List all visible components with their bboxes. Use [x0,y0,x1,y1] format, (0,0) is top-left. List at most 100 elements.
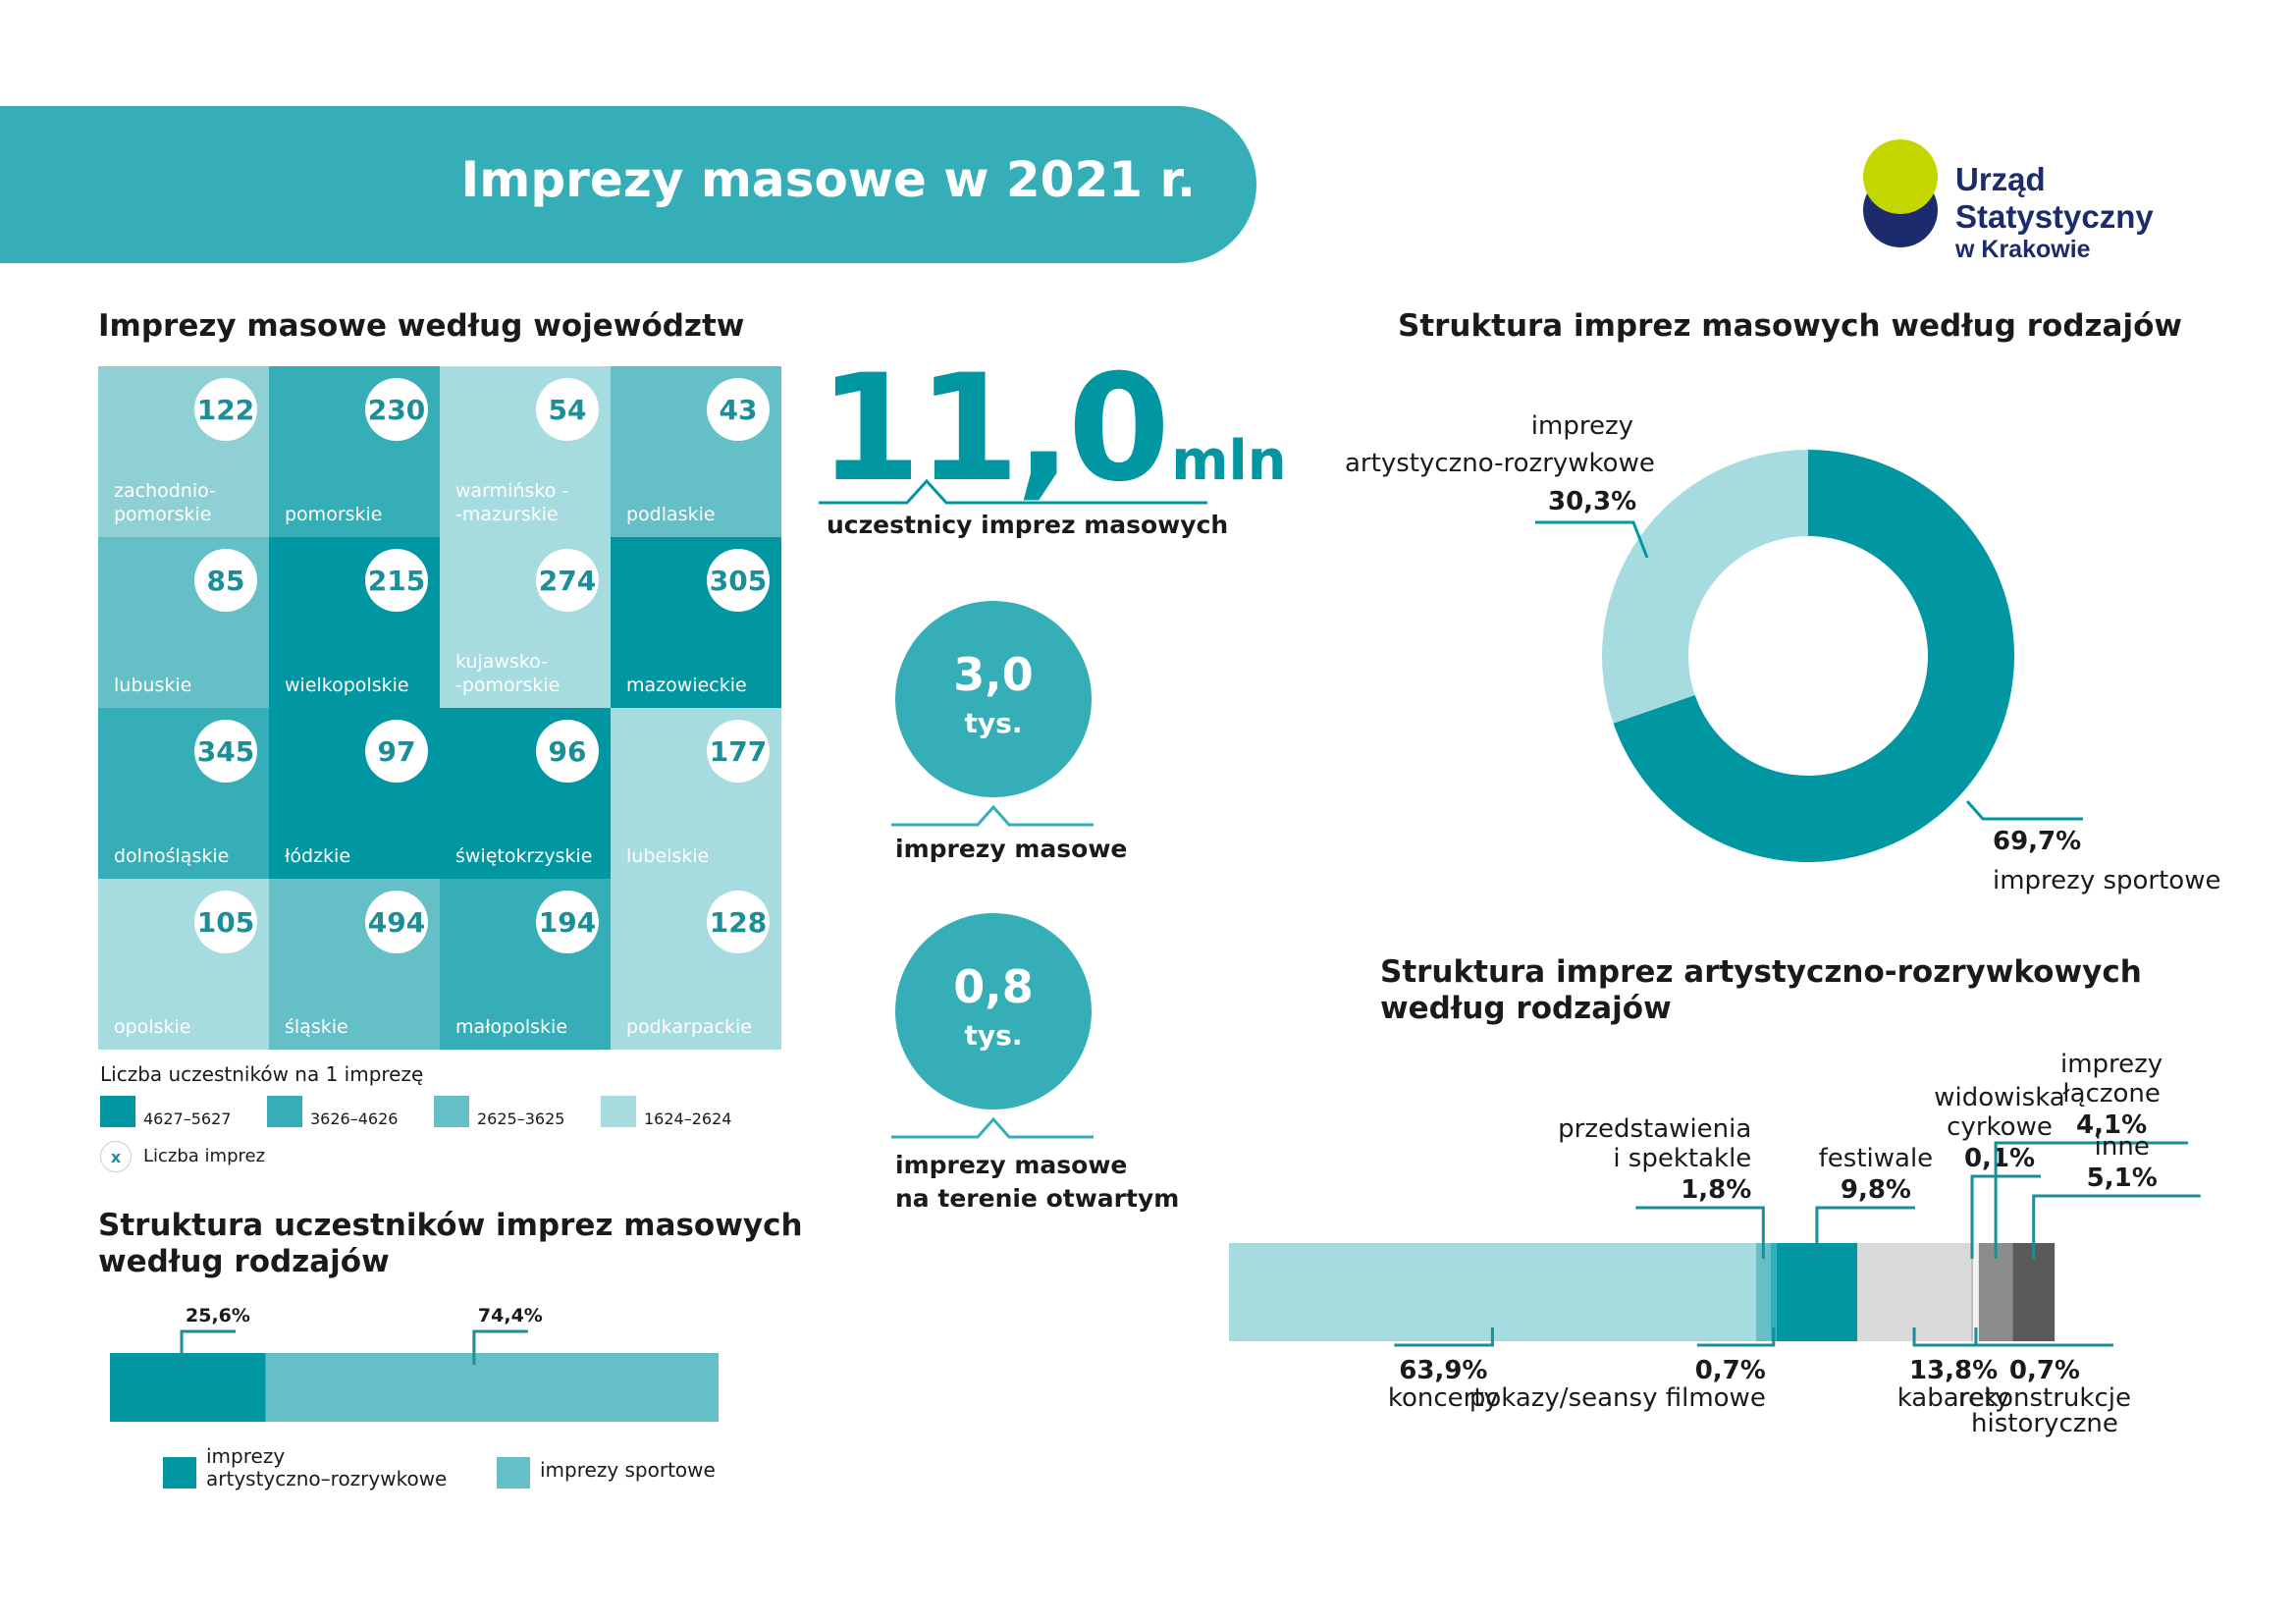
participants-bracket [819,478,1207,505]
tile-name: dolnośląskie [114,845,230,868]
art-name-label: imprezy [2060,1050,2163,1079]
tile-count: 105 [194,891,257,953]
legend-swatch [601,1096,636,1127]
art-name-label: i spektakle [1613,1144,1751,1173]
voivodeship-tile: 194 małopolskie [440,879,611,1050]
tile-count: 54 [536,378,599,441]
voivodeship-tile: 274 kujawsko- -pomorskie [440,537,611,708]
tile-count: 177 [707,720,770,783]
logo-circles-icon [1863,139,1938,247]
voivodeship-tile: 177 lubelskie [611,708,781,879]
art-name-label: koncerty [1388,1383,1499,1413]
participants-bar-title-2: według rodzajów [98,1244,390,1280]
art-name-label: łączone [2062,1079,2161,1109]
art-name-label: historyczne [1971,1409,2118,1438]
art-bar-title-1: Struktura imprez artystyczno-rozrywkowyc… [1380,954,2142,990]
map-legend: 4627–5627 3626–4626 2625–3625 1624–2624 [100,1096,787,1135]
voivodeship-tile: 122 zachodnio- pomorskie [98,366,269,537]
donut-label-art-1: imprezy [1530,411,1633,441]
donut-slice [1602,450,1808,724]
donut-label-sport: imprezy sportowe [1993,866,2221,895]
tile-name: podkarpackie [626,1016,752,1039]
voivodeship-tile: 305 mazowieckie [611,537,781,708]
open-events-bracket [891,1116,1094,1139]
legend-label: 4627–5627 [143,1110,232,1128]
donut-leader-art [1535,520,1649,559]
legend-swatch [100,1096,135,1127]
art-name-label: cyrkowe [1947,1112,2053,1142]
art-pct-label: 0,7% [2009,1356,2080,1385]
logo-circle-top [1863,139,1938,214]
tile-count: 230 [365,378,428,441]
events-unit: tys. [964,707,1023,739]
logo-line-2: w Krakowie [1955,235,2091,263]
voivodeship-tile: 128 podkarpackie [611,879,781,1050]
legend-swatch [267,1096,302,1127]
donut-leader-sport [1965,800,2083,821]
tile-name: opolskie [114,1016,191,1039]
tile-name: lubelskie [626,845,710,868]
tile-name: łódzkie [285,845,351,868]
art-leader [1696,1327,1776,1347]
logo: Urząd Statystyczny w Krakowie [1861,139,2215,263]
voivodeship-tile: 43 podlaskie [611,366,781,537]
art-bar-segment [1971,1243,1973,1341]
participants-bar-title-1: Struktura uczestników imprez masowych [98,1208,803,1243]
tile-count: 96 [536,720,599,783]
tile-count: 494 [365,891,428,953]
participants-kpi: 11,0 mln uczestnicy imprez masowych [819,355,1287,552]
voivodeship-tile: 230 pomorskie [269,366,440,537]
open-events-circle: 0,8 tys. [895,913,1092,1110]
art-pct-label: 0,1% [1964,1144,2035,1173]
tile-name: kujawsko- -pomorskie [455,650,561,697]
participants-value: 11,0 [819,344,1170,514]
participants-unit: mln [1171,429,1287,493]
participants-leader [472,1329,528,1365]
tile-name: warmińsko - -mazurskie [455,479,569,526]
voivodeship-grid: 122 zachodnio- pomorskie 230 pomorskie 54 war… [98,366,781,1050]
tile-count: 97 [365,720,428,783]
donut-pct-art: 30,3% [1548,487,1637,516]
art-pct-label: 1,8% [1681,1175,1751,1205]
donut-pct-sport: 69,7% [1993,827,2082,856]
events-bracket [891,804,1094,827]
count-label: Liczba imprez [143,1146,266,1166]
art-pct-label: 13,8% [1909,1356,1998,1385]
art-leader [1994,1141,2189,1259]
tile-name: mazowieckie [626,675,747,697]
art-bar-segment [1978,1243,2013,1341]
legend-label-art-2: artystyczno–rozrywkowe [206,1467,448,1490]
open-events-value: 0,8 [953,960,1034,1013]
legend-swatch-art [163,1457,196,1489]
participants-pct-label: 74,4% [478,1305,543,1326]
tile-name: małopolskie [455,1016,568,1039]
art-bar-segment [1973,1243,1979,1341]
art-bar-title-2: według rodzajów [1380,991,1672,1027]
legend-swatch [434,1096,469,1127]
art-name-label: pokazy/seansy filmowe [1469,1383,1766,1413]
art-leader [1970,1174,2041,1259]
tile-name: podlaskie [626,504,716,526]
tile-count: 128 [707,891,770,953]
participants-bar-title: Struktura uczestników imprez masowych we… [98,1208,803,1280]
legend-label: 3626–4626 [310,1110,399,1128]
art-bar-segment [1229,1243,1756,1341]
voivodeship-tile: 345 dolnośląskie [98,708,269,879]
voivodeship-tile: 105 opolskie [98,879,269,1050]
art-pct-label: 5,1% [2087,1164,2158,1193]
open-events-unit: tys. [964,1019,1023,1052]
art-leader [2032,1194,2201,1259]
art-pct-label: 9,8% [1841,1175,1911,1205]
legend-label: 2625–3625 [477,1110,565,1128]
participants-pct-label: 25,6% [186,1305,250,1326]
donut-slice [1613,450,2014,862]
voivodeship-tile: 215 wielkopolskie [269,537,440,708]
art-bar-segment [1770,1243,1777,1341]
art-bar-segment [1755,1243,1771,1341]
tile-name: wielkopolskie [285,675,409,697]
donut-title: Struktura imprez masowych według rodzajó… [1398,308,2183,344]
tile-name: świętokrzyskie [455,845,593,868]
art-leader [1635,1206,1765,1259]
participants-bar-segment [265,1353,719,1422]
tile-count: 122 [194,378,257,441]
